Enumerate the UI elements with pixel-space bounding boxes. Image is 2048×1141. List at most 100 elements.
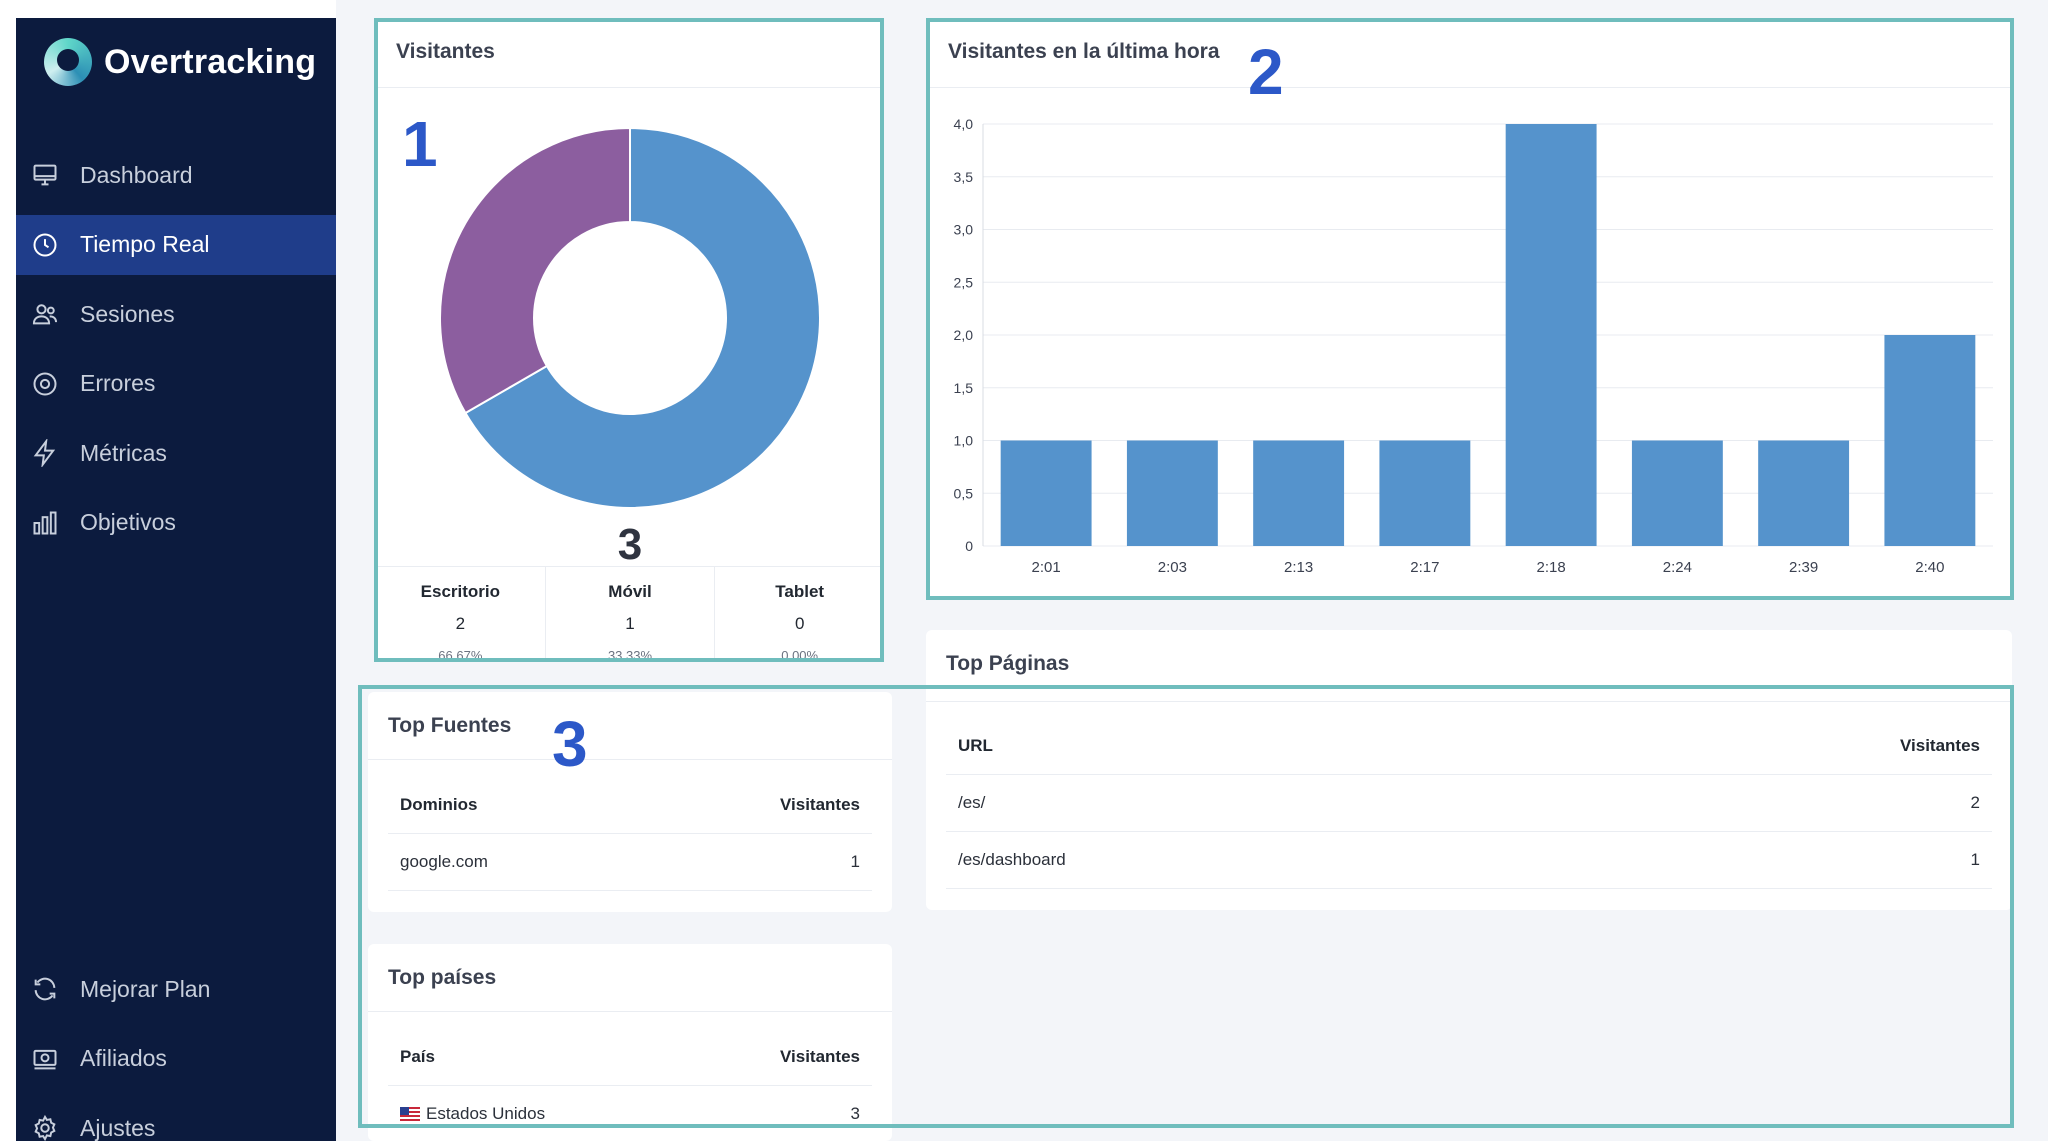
donut-slice-móvil[interactable] [439,126,631,415]
sidebar-item-errores[interactable]: Errores [16,354,336,414]
app-logo[interactable]: Overtracking [44,36,316,88]
sidebar-item-label: Sesiones [80,300,175,327]
sidebar: Overtracking Dashboard Tiempo Real Sesio… [16,18,336,1141]
stat-percent: 0.00% [781,648,819,663]
table-row[interactable]: google.com 1 [388,834,872,891]
sidebar-item-label: Métricas [80,439,167,466]
stat-percent: 66.67% [438,648,483,663]
table-header: País Visitantes [388,1029,872,1086]
page-url: /es/dashboard [958,850,1066,869]
table-row[interactable]: /es/dashboard 1 [946,832,1992,889]
users-icon [30,299,60,329]
clock-icon [30,230,60,260]
y-tick-label: 1,0 [954,433,974,449]
visitors-card: Visitantes 3 Escritorio 2 66.67% Móvil 1… [376,18,884,663]
sidebar-nav: Dashboard Tiempo Real Sesiones Errores M… [16,145,336,562]
bar-2:40[interactable] [1884,335,1976,546]
sidebar-item-tiempo-real[interactable]: Tiempo Real [16,214,336,275]
stat-value: 1 [625,614,635,633]
country-cell: Estados Unidos [400,1104,545,1124]
page-url: /es/ [958,793,986,812]
stat-label: Móvil [608,582,652,601]
column-header: Visitantes [779,1047,860,1066]
refresh-icon [30,974,60,1004]
stat-label: Escritorio [420,582,501,601]
hour-visitors-card: Visitantes en la última hora 0 0,5 1,0 1,5 2… [928,18,2012,600]
y-tick-label: 2,0 [954,327,974,343]
sidebar-item-label: Objetivos [80,509,176,535]
sidebar-item-metricas[interactable]: Métricas [16,423,336,483]
device-stats: Escritorio 2 66.67% Móvil 1 33.33% Table… [376,566,884,663]
bar-2:03[interactable] [1126,440,1218,547]
app-name: Overtracking [104,42,317,81]
country-name: Estados Unidos [426,1104,546,1123]
top-sources-table: Dominios Visitantes google.com 1 [388,777,872,891]
card-title: Top países [388,966,497,989]
error-icon [30,369,60,399]
card-divider [376,87,884,88]
card-divider [926,701,2012,702]
sidebar-item-label: Mejorar Plan [80,975,211,1002]
annotation-2: 2 [1248,36,1284,108]
stat-percent: 33.33% [607,648,653,663]
logo-icon [44,38,92,86]
sidebar-item-objetivos[interactable]: Objetivos [16,493,336,553]
table-row[interactable]: Estados Unidos 3 [388,1086,872,1141]
bar-chart: 0 0,5 1,0 1,5 2,0 2,5 3,0 3,5 4,0 2:01 2:03 2:13 2:1… [954,116,1993,576]
monitor-icon [30,160,60,190]
source-domain: google.com [400,852,488,871]
us-flag-icon [400,1107,420,1121]
y-tick-label: 3,5 [954,169,974,185]
bar-2:39[interactable] [1758,440,1850,547]
table-header: URL Visitantes [946,718,1992,775]
column-header: País [400,1047,435,1066]
sidebar-item-label: Ajustes [80,1114,156,1141]
column-header: Visitantes [779,795,860,814]
sidebar-item-label: Dashboard [80,161,193,188]
bar-2:24[interactable] [1631,440,1723,547]
sidebar-bottom-nav: Mejorar Plan Afiliados Ajustes [16,959,336,1141]
sidebar-item-dashboard[interactable]: Dashboard [16,145,336,205]
sidebar-item-afiliados[interactable]: Afiliados [16,1029,336,1089]
page-visitors: 2 [1970,793,1980,812]
sidebar-item-ajustes[interactable]: Ajustes [16,1098,336,1141]
gear-icon [30,1113,60,1141]
table-row[interactable]: /es/ 2 [946,775,1992,832]
stat-escritorio: Escritorio 2 66.67% [376,566,546,663]
y-tick-label: 3,0 [954,222,974,238]
x-tick-label: 2:03 [1158,559,1187,576]
card-divider [368,1011,892,1012]
donut-chart [439,126,821,509]
bar-chart-icon [30,508,60,538]
bar-2:18[interactable] [1505,124,1597,546]
x-tick-label: 2:13 [1284,559,1313,576]
y-tick-label: 1,5 [954,380,974,396]
sidebar-item-label: Tiempo Real [80,231,210,257]
top-sources-card: Top Fuentes Dominios Visitantes google.c… [368,692,892,912]
card-divider [376,566,884,567]
stat-movil: Móvil 1 33.33% [546,566,716,663]
card-title: Top Fuentes [388,714,512,737]
column-header: Dominios [400,795,478,814]
annotation-3: 3 [552,708,588,780]
bar-2:01[interactable] [1000,440,1092,547]
lightning-icon [30,438,60,468]
card-title: Top Páginas [946,652,1070,675]
donut-slice-escritorio[interactable] [464,126,821,509]
y-tick-label: 4,0 [954,116,974,132]
sidebar-item-label: Errores [80,370,156,396]
stat-value: 2 [455,614,466,633]
top-countries-table: País Visitantes Estados Unidos 3 [388,1029,872,1141]
card-title: Visitantes [396,40,495,63]
y-tick-label: 0 [965,538,973,554]
money-icon [30,1044,60,1074]
sidebar-item-mejorar-plan[interactable]: Mejorar Plan [16,959,336,1019]
bar-2:13[interactable] [1253,440,1345,547]
sidebar-item-sesiones[interactable]: Sesiones [16,284,336,344]
top-pages-card: Top Páginas URL Visitantes /es/ 2 /es/da… [926,630,2012,910]
table-header: Dominios Visitantes [388,777,872,834]
bar-2:17[interactable] [1379,440,1471,547]
y-tick-label: 0,5 [954,485,974,501]
top-countries-card: Top países País Visitantes Estados Unido… [368,944,892,1141]
sidebar-item-label: Afiliados [80,1045,167,1071]
